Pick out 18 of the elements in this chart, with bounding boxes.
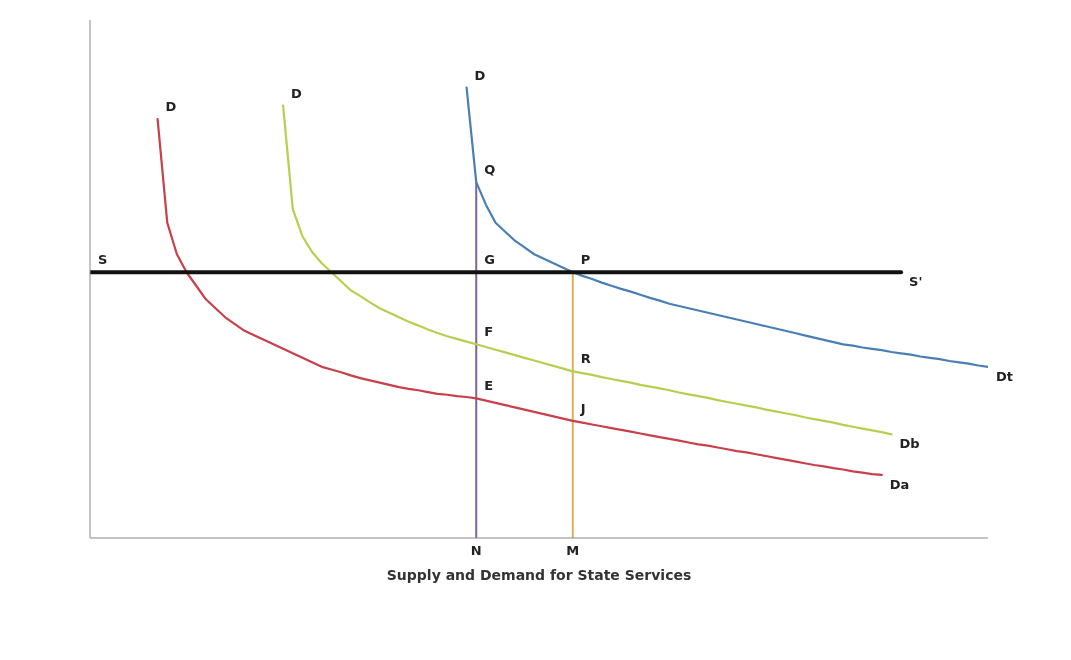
series-label: S' (909, 274, 923, 290)
annotation: G (484, 252, 495, 268)
series-label: Db (899, 436, 920, 452)
annotation: J (579, 400, 586, 416)
x-tick-label: N (470, 543, 482, 559)
annotation: P (580, 252, 591, 268)
text: D (474, 67, 486, 83)
annotation: F (484, 324, 494, 340)
annotation: R (580, 351, 591, 367)
annotation: D (291, 85, 303, 101)
x-axis-title: Supply and Demand for State Services (386, 567, 692, 583)
x-tick-label: M (566, 543, 580, 559)
annotation: Q (484, 162, 496, 178)
annotation: S (98, 252, 108, 268)
series-label: Da (889, 476, 910, 492)
annotation: D (165, 99, 177, 115)
series-label: Dt (996, 368, 1014, 384)
annotation: E (484, 378, 494, 394)
